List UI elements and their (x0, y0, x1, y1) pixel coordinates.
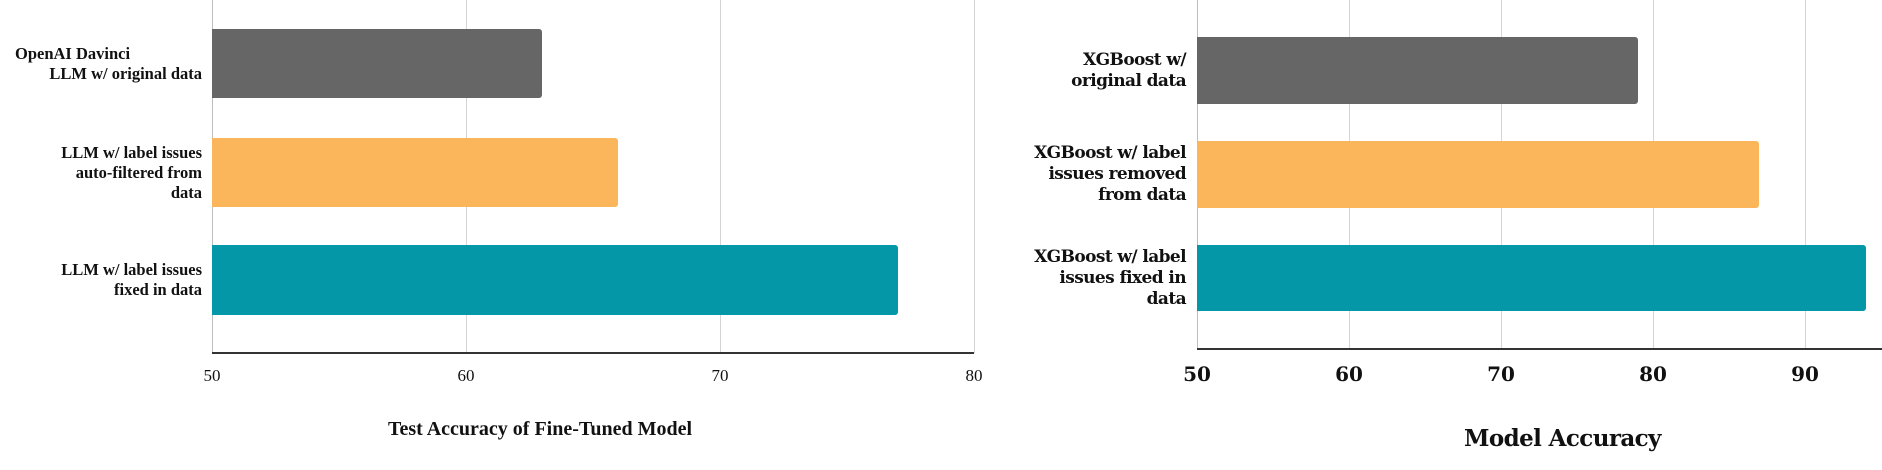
x-tick-label: 50 (203, 366, 221, 385)
category-label-line: data (170, 182, 202, 202)
category-label: LLM w/ label issues fixed in data (2, 260, 202, 300)
category-label-line: original data (1071, 70, 1186, 91)
category-label-line: from data (1098, 185, 1186, 205)
bar-1 (1197, 37, 1638, 104)
category-label-line: fixed in data (113, 280, 202, 299)
x-tick-label: 80 (965, 366, 983, 385)
category-label-line: LLM w/ original data (49, 63, 202, 83)
gridline (974, 0, 975, 353)
category-label-line: LLM w/ label issues (61, 142, 202, 162)
category-label: OpenAI Davinci LLM w/ original data (2, 44, 202, 84)
category-label: XGBoost w/ label issues fixed in data (986, 246, 1187, 310)
x-tick-label: 80 (1639, 362, 1667, 386)
bar-1 (212, 29, 543, 98)
category-label-line: XGBoost w/ label (1034, 143, 1187, 163)
gridline (1805, 0, 1806, 349)
category-label-line: auto-filtered from (75, 162, 202, 182)
category-label-line: LLM w/ label issues (61, 260, 202, 279)
x-axis-title: Test Accuracy of Fine-Tuned Model (388, 418, 693, 440)
bar-2 (1197, 141, 1760, 208)
x-axis-line (1197, 348, 1882, 350)
x-tick-label: 50 (1183, 362, 1211, 386)
category-label-line: issues fixed in (1059, 267, 1186, 288)
x-axis-title: Model Accuracy (1464, 425, 1661, 452)
plot-area (212, 0, 975, 354)
x-tick-label: 90 (1791, 362, 1819, 386)
bar-2 (212, 138, 619, 207)
gridline (720, 0, 721, 353)
category-label: XGBoost w/ label issues removed from data (986, 143, 1187, 206)
plot-area (1197, 0, 1882, 350)
category-label-line: XGBoost w/ (1083, 49, 1187, 70)
x-tick-label: 70 (1487, 362, 1515, 386)
category-label: LLM w/ label issues auto-filtered from dat… (2, 143, 202, 203)
bar-3 (1197, 245, 1866, 311)
x-tick-label: 60 (1335, 362, 1363, 386)
category-label: XGBoost w/original data (986, 50, 1186, 92)
x-tick-label: 70 (711, 366, 729, 385)
x-tick-label: 60 (457, 366, 475, 385)
category-label-line: issues removed (1048, 164, 1186, 184)
bar-3 (212, 245, 898, 315)
category-label-line: XGBoost w/ label (1034, 246, 1187, 267)
category-label-line: data (1146, 288, 1187, 309)
category-label-line: OpenAI Davinci (15, 43, 131, 63)
x-axis-line (212, 352, 974, 354)
